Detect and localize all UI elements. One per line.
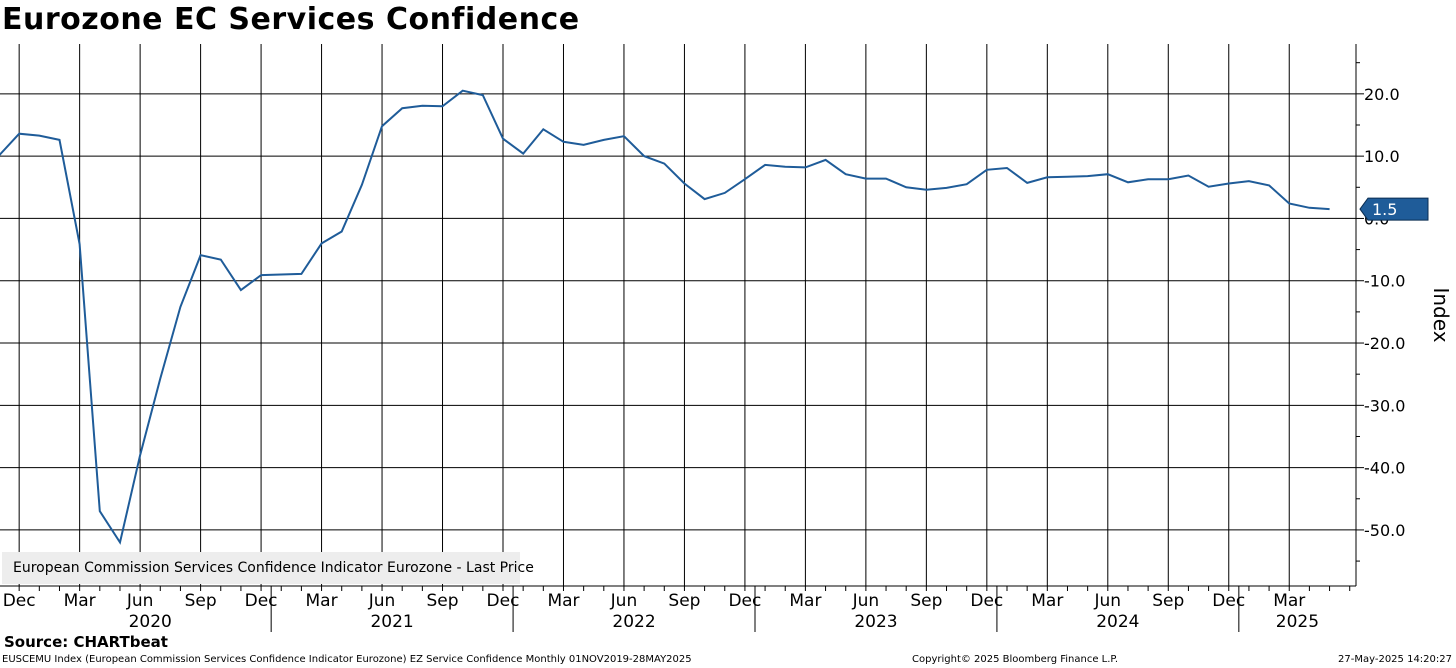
- x-month-label: Sep: [910, 591, 942, 611]
- footer-description: EUSCEMU Index (European Commission Servi…: [2, 654, 692, 665]
- x-month-label: Jun: [610, 591, 638, 611]
- x-month-label: Mar: [1031, 591, 1063, 611]
- legend-label: European Commission Services Confidence …: [13, 560, 534, 576]
- footer-timestamp: 27-May-2025 14:20:27: [1338, 654, 1452, 665]
- x-month-label: Jun: [1094, 591, 1122, 611]
- x-month-label: Sep: [668, 591, 700, 611]
- x-month-label: Sep: [1152, 591, 1184, 611]
- x-year-label: 2023: [854, 612, 897, 632]
- axis-layer: 20.010.00.0-10.0-20.0-30.0-40.0-50.0DecM…: [0, 44, 1405, 632]
- x-month-label: Sep: [426, 591, 458, 611]
- x-month-label: Dec: [1212, 591, 1245, 611]
- chart-title: Eurozone EC Services Confidence: [2, 2, 580, 37]
- last-value-tag: [1359, 197, 1429, 221]
- y-axis-label: Index: [1429, 287, 1453, 342]
- source-note: Source: CHARTbeat: [4, 633, 168, 651]
- series-line: [0, 89, 1330, 545]
- x-year-label: 2024: [1096, 612, 1139, 632]
- x-month-label: Dec: [245, 591, 278, 611]
- last-value-label: 1.5: [1372, 200, 1397, 219]
- y-tick-label: -20.0: [1364, 334, 1405, 353]
- legend: European Commission Services Confidence …: [2, 552, 534, 584]
- x-year-label: 2021: [370, 612, 413, 632]
- x-month-label: Dec: [970, 591, 1003, 611]
- x-year-label: 2025: [1276, 612, 1319, 632]
- y-tick-label: -10.0: [1364, 272, 1405, 291]
- y-tick-label: -40.0: [1364, 459, 1405, 478]
- y-tick-label: 20.0: [1364, 85, 1400, 104]
- x-month-label: Mar: [306, 591, 338, 611]
- x-month-label: Mar: [64, 591, 96, 611]
- x-month-label: Jun: [852, 591, 880, 611]
- x-month-label: Mar: [789, 591, 821, 611]
- footer-copyright: Copyright© 2025 Bloomberg Finance L.P.: [912, 654, 1119, 665]
- x-year-label: 2022: [612, 612, 655, 632]
- x-month-label: Dec: [3, 591, 36, 611]
- x-month-label: Jun: [126, 591, 154, 611]
- x-month-label: Dec: [487, 591, 520, 611]
- x-month-label: Sep: [185, 591, 217, 611]
- y-tick-label: -50.0: [1364, 521, 1405, 540]
- y-tick-label: 10.0: [1364, 147, 1400, 166]
- grid-layer: [0, 44, 1356, 586]
- x-month-label: Jun: [368, 591, 396, 611]
- x-month-label: Mar: [1273, 591, 1305, 611]
- last-value-marker: 1.5: [1359, 197, 1429, 221]
- x-month-label: Mar: [547, 591, 579, 611]
- y-tick-label: -30.0: [1364, 396, 1405, 415]
- x-month-label: Dec: [728, 591, 761, 611]
- x-year-label: 2020: [129, 612, 172, 632]
